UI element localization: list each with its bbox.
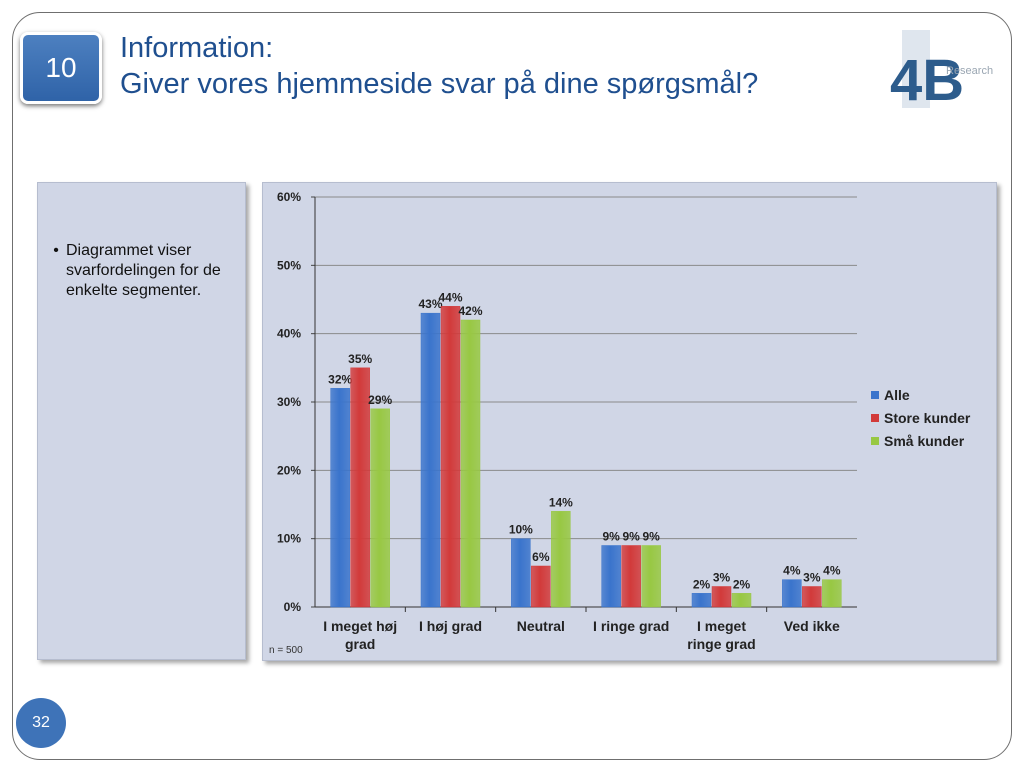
bar-små-kunder bbox=[822, 579, 842, 608]
y-tick-label: 30% bbox=[277, 395, 301, 409]
bar-små-kunder bbox=[370, 408, 390, 608]
y-tick-label: 40% bbox=[277, 327, 301, 341]
bar-små-kunder bbox=[731, 593, 752, 608]
legend-swatch bbox=[871, 391, 879, 399]
data-label: 35% bbox=[348, 352, 372, 366]
data-label: 9% bbox=[602, 530, 620, 544]
legend-swatch bbox=[871, 414, 879, 422]
data-label: 9% bbox=[642, 530, 660, 544]
data-label: 9% bbox=[622, 530, 640, 544]
4b-research-logo: 4B Research bbox=[890, 30, 993, 112]
data-label: 2% bbox=[693, 577, 711, 591]
description-panel: • Diagrammet viser svarfordelingen for d… bbox=[37, 182, 246, 660]
logo-sub: Research bbox=[946, 65, 993, 77]
bar-store-kunder bbox=[802, 586, 822, 608]
bullet-item: • Diagrammet viser svarfordelingen for d… bbox=[46, 241, 241, 301]
chart-panel: 0% 10% 20% 30% 40% 50% 60% 32% 35% 29% I meget høj… bbox=[262, 182, 997, 661]
data-label: 3% bbox=[713, 571, 731, 585]
bar-store-kunder bbox=[621, 545, 641, 608]
y-tick-label: 50% bbox=[277, 258, 301, 272]
bar-alle bbox=[330, 388, 350, 608]
legend-label: Alle bbox=[884, 387, 910, 403]
data-label: 10% bbox=[509, 523, 533, 537]
bar-alle bbox=[782, 579, 802, 608]
page-number: 32 bbox=[16, 698, 66, 748]
slide-title: Information: Giver vores hjemmeside svar… bbox=[120, 30, 758, 102]
bar-små-kunder bbox=[641, 545, 661, 608]
y-tick-label: 0% bbox=[284, 600, 302, 614]
x-category-label: Neutral bbox=[517, 618, 565, 634]
bar-store-kunder bbox=[531, 565, 551, 608]
bar-alle bbox=[601, 545, 621, 608]
y-tick-label: 10% bbox=[277, 532, 301, 546]
bar-alle bbox=[420, 312, 441, 608]
y-tick-label: 60% bbox=[277, 190, 301, 204]
legend-label: Små kunder bbox=[884, 433, 965, 449]
title-line-2: Giver vores hjemmeside svar på dine spør… bbox=[120, 68, 759, 100]
x-category-label: I høj grad bbox=[419, 618, 482, 634]
bar-alle bbox=[691, 593, 712, 608]
bar-små-kunder bbox=[460, 319, 481, 608]
x-category-label: I meget høj bbox=[323, 618, 397, 634]
x-category-label: I meget bbox=[697, 618, 746, 634]
data-label: 14% bbox=[549, 495, 573, 509]
bar-små-kunder bbox=[551, 511, 571, 608]
slide-number-badge: 10 bbox=[20, 32, 102, 104]
title-line-1: Information: bbox=[120, 32, 274, 64]
data-label: 3% bbox=[803, 571, 821, 585]
data-label: 43% bbox=[418, 297, 442, 311]
x-category-label: Ved ikke bbox=[784, 618, 840, 634]
legend-label: Store kunder bbox=[884, 410, 971, 426]
data-label: 29% bbox=[368, 393, 392, 407]
data-label: 44% bbox=[438, 290, 462, 304]
data-label: 32% bbox=[328, 372, 352, 386]
data-label: 4% bbox=[783, 564, 801, 578]
data-label: 2% bbox=[733, 577, 751, 591]
bullet-text: Diagrammet viser svarfordelingen for de … bbox=[66, 242, 221, 299]
y-tick-label: 20% bbox=[277, 463, 301, 477]
bar-store-kunder bbox=[350, 367, 370, 608]
bar-alle bbox=[511, 538, 531, 608]
x-category-label: ringe grad bbox=[687, 636, 755, 652]
bullet-dot: • bbox=[53, 242, 59, 259]
bar-chart: 0% 10% 20% 30% 40% 50% 60% 32% 35% 29% I meget høj… bbox=[269, 190, 971, 656]
data-label: 6% bbox=[532, 550, 550, 564]
x-category-label: I ringe grad bbox=[593, 618, 669, 634]
legend-swatch bbox=[871, 437, 879, 445]
data-label: 42% bbox=[458, 304, 482, 318]
sample-size-note: n = 500 bbox=[269, 645, 303, 656]
bar-store-kunder bbox=[440, 306, 461, 608]
data-label: 4% bbox=[823, 564, 841, 578]
bar-store-kunder bbox=[711, 586, 732, 608]
x-category-label: grad bbox=[345, 636, 375, 652]
logo-mark: 4B bbox=[890, 48, 964, 112]
